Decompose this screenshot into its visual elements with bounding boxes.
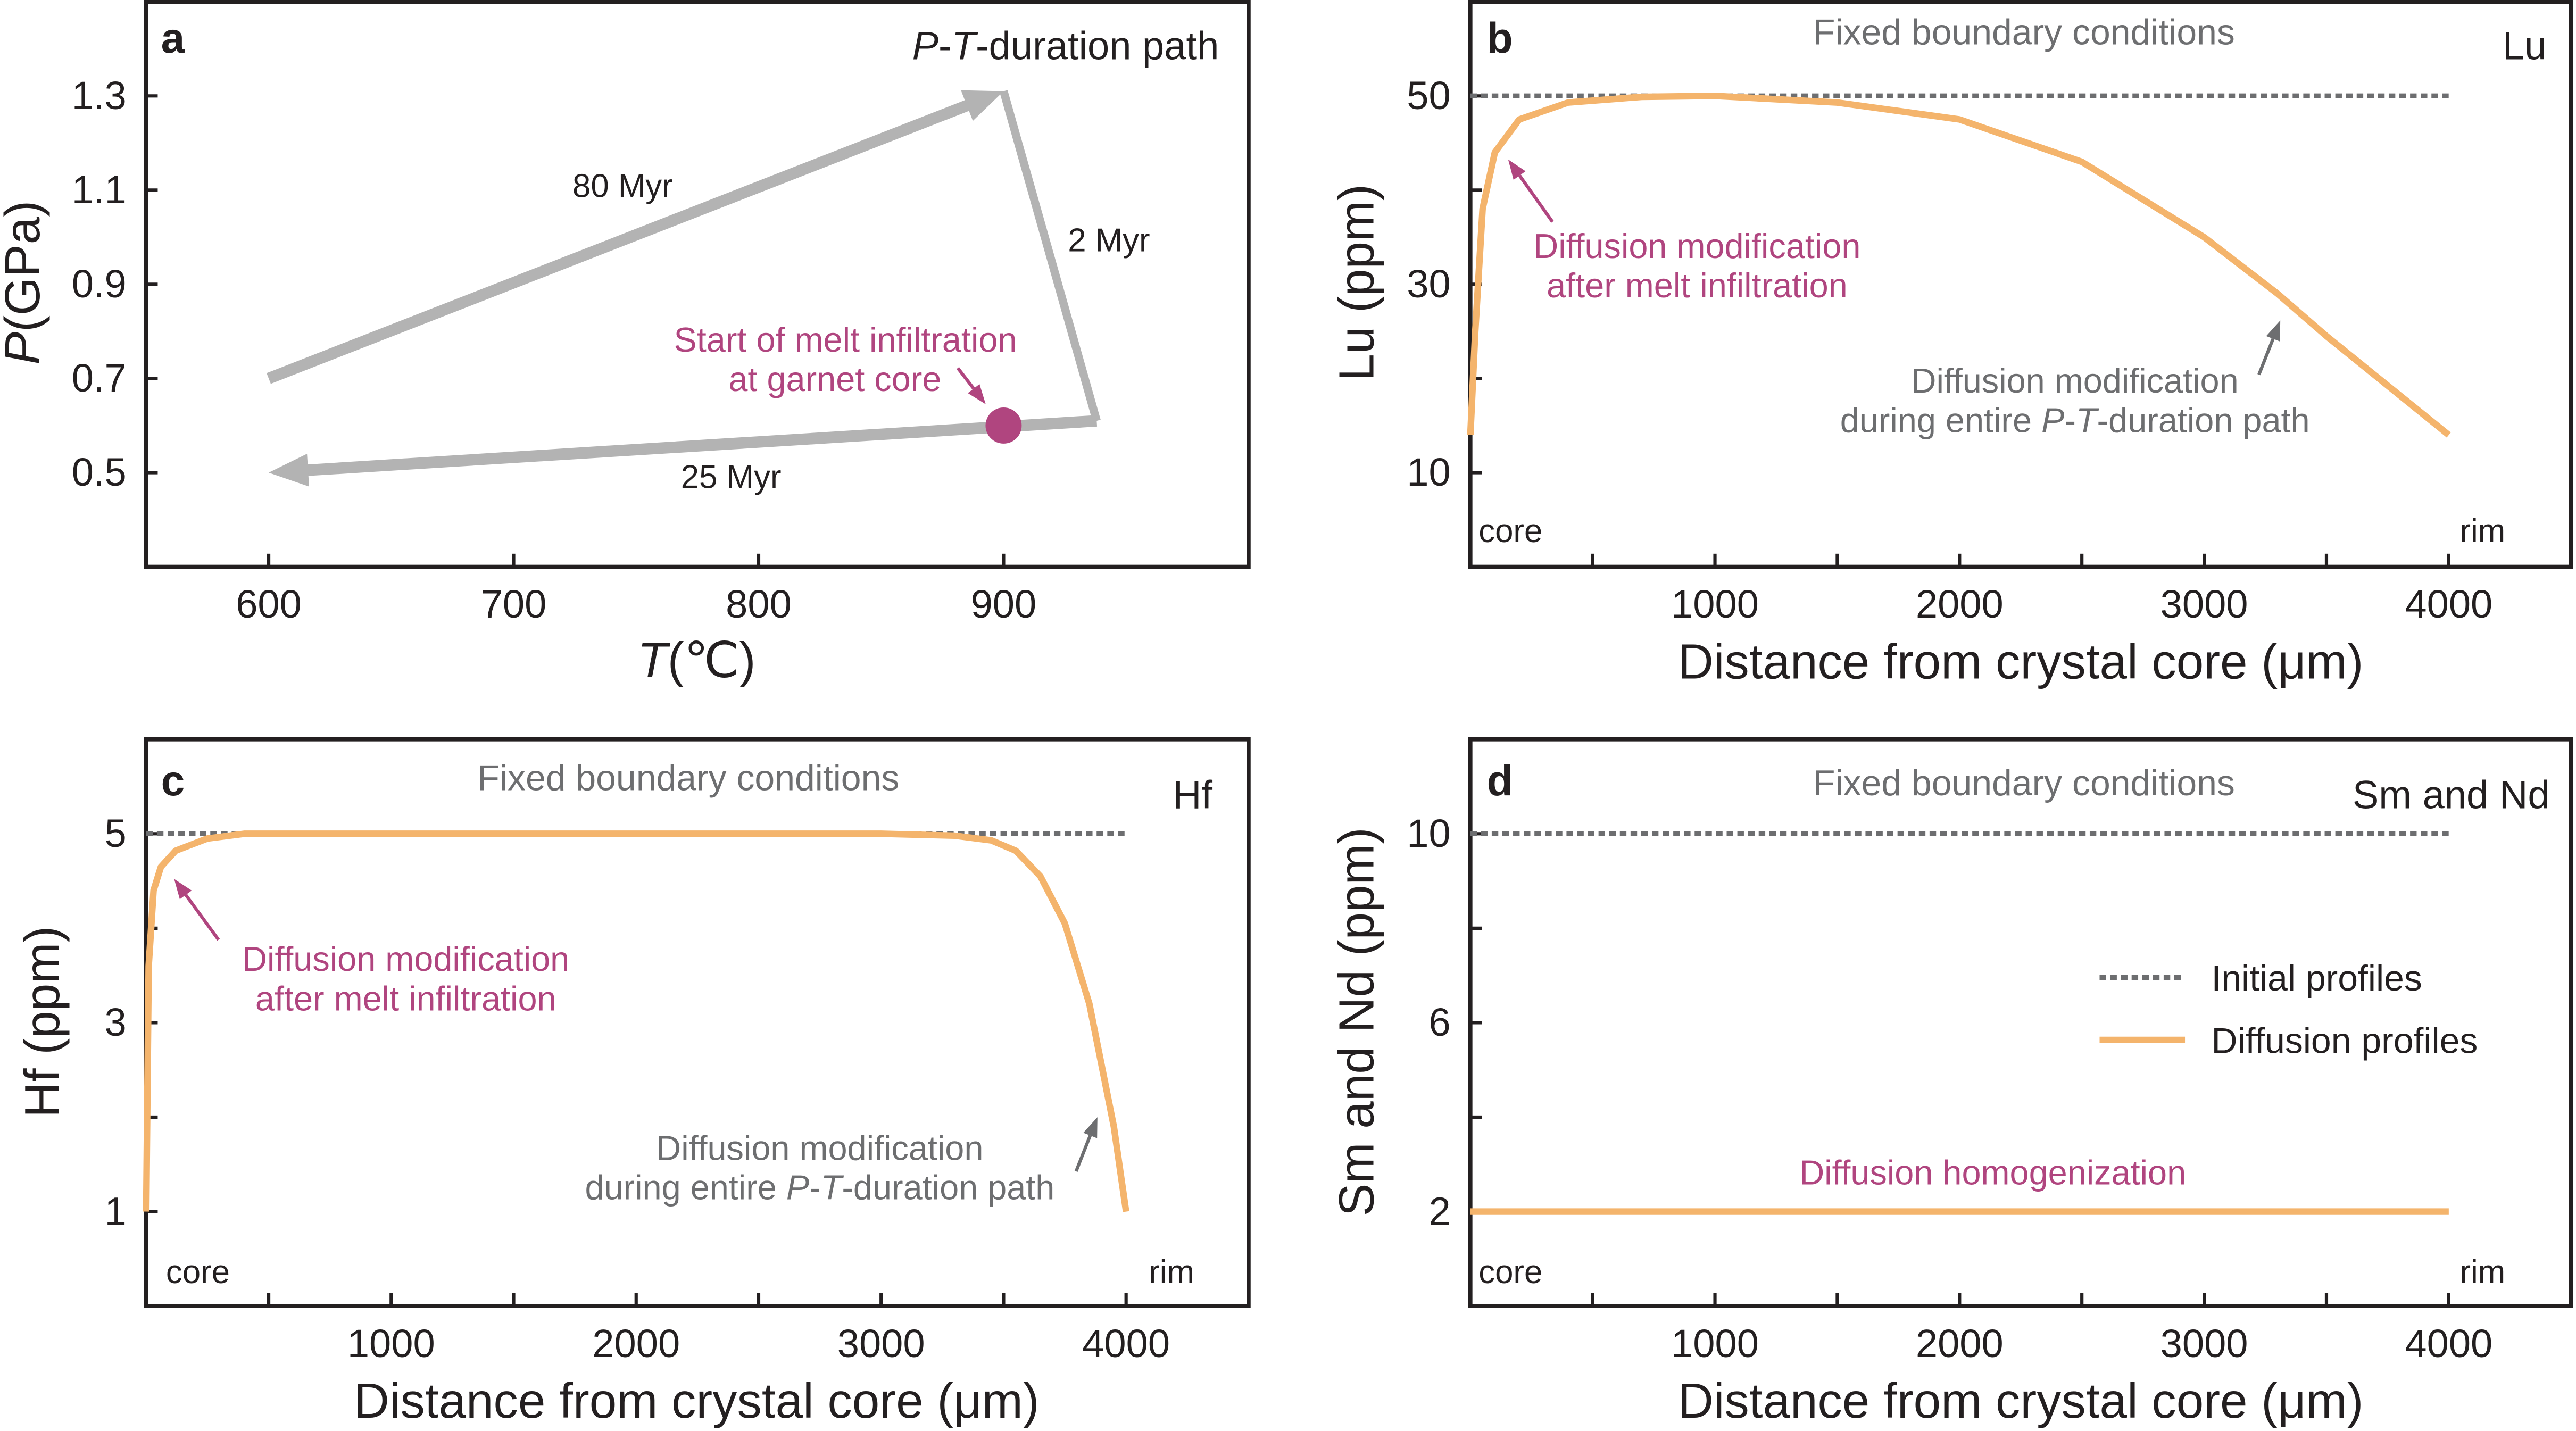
x-tick-label-c: 3000 [837,1321,925,1366]
x-tick-label-a: 900 [971,582,1037,626]
panel-b-title: Fixed boundary conditions [1813,13,2235,53]
core-label: core [166,1254,230,1291]
panel-letter-c: c [161,757,185,805]
path-annotation-arrow-head [1083,1117,1098,1138]
segment-label-80myr: 80 Myr [572,168,673,205]
x-tick-label-d: 4000 [2405,1321,2492,1366]
y-tick-label-c: 3 [105,1000,127,1044]
pt-path-segment [267,97,975,384]
melt-annotation-line2: after melt infiltration [1547,266,1848,305]
path-annotation-line1: Diffusion modification [656,1128,983,1167]
core-label: core [1478,513,1542,550]
path-annotation-line1: Diffusion modification [1912,361,2239,400]
y-tick-label-b: 50 [1407,73,1450,118]
legend-label-initial: Initial profiles [2211,959,2422,999]
x-axis-title-c: Distance from crystal core (μm) [354,1373,1040,1428]
y-axis-title-d: Sm and Nd (ppm) [1329,827,1384,1216]
x-axis-title-b: Distance from crystal core (μm) [1678,634,2364,689]
x-tick-label-d: 2000 [1916,1321,2004,1366]
path-annotation-line2: during entire P-T-duration path [1840,401,2310,439]
melt-annotation-arrow-shaft [184,894,220,941]
homogenization-annotation: Diffusion homogenization [1799,1153,2186,1192]
y-tick-label-a: 1.1 [72,168,127,212]
panel-letter-b: b [1487,14,1513,62]
x-tick-label-b: 2000 [1916,582,2004,626]
legend-label-diffusion: Diffusion profiles [2211,1021,2478,1061]
y-tick-label-b: 30 [1407,262,1450,306]
melt-infiltration-marker [985,407,1022,444]
x-tick-label-b: 3000 [2160,582,2248,626]
pt-path-arrowhead [961,90,1004,121]
x-tick-label-c: 1000 [347,1321,435,1366]
panel-b-element: Lu [2503,23,2546,68]
panel-d: d Fixed boundary conditions Sm and Nd In… [1329,757,2550,1428]
path-annotation-line2: during entire P-T-duration path [585,1168,1054,1207]
plot-frame-c [144,737,1251,1308]
melt-annotation-line1: Diffusion modification [1533,227,1860,265]
x-tick-label-c: 4000 [1082,1321,1170,1366]
y-tick-label-a: 0.5 [72,450,127,494]
y-tick-label-a: 1.3 [72,73,127,118]
y-axis-title-a: P(GPa) [0,201,50,365]
panel-d-element: Sm and Nd [2353,772,2550,817]
panel-letter-d: d [1487,757,1513,805]
x-tick-label-a: 700 [481,582,547,626]
pt-path-segment [1000,90,1101,422]
panel-a-title: P-T-duration path [912,23,1219,68]
pt-path-arrowhead [269,454,309,487]
rim-label: rim [1149,1254,1194,1291]
panel-b: b Fixed boundary conditions Lu Diffusion… [1329,13,2547,689]
chart-marks: 600 700 800 900 0.5 0.7 0.9 1.1 1.3 1000 2000 3000 4… [72,0,2573,1366]
y-tick-label-d: 6 [1428,1000,1450,1044]
y-tick-label-a: 0.7 [72,356,127,400]
melt-marker-pointer-shaft [956,367,975,390]
segment-label-2myr: 2 Myr [1068,222,1150,259]
panel-c: c Fixed boundary conditions Hf Diffusion… [14,757,1212,1428]
y-tick-label-c: 5 [105,811,127,855]
x-axis-title-a: T(℃) [637,632,755,687]
melt-annotation-arrow-head [1508,159,1526,180]
rim-label: rim [2459,513,2505,550]
y-tick-label-b: 10 [1407,450,1450,494]
x-tick-label-a: 800 [726,582,792,626]
x-tick-label-b: 4000 [2405,582,2492,626]
y-tick-label-d: 10 [1407,811,1450,855]
y-axis-title-b: Lu (ppm) [1329,184,1384,381]
diffusion-profile-line [143,830,1129,1212]
melt-annotation-arrow-shaft [1518,174,1554,223]
x-tick-label-c: 2000 [592,1321,680,1366]
y-tick-label-a: 0.9 [72,262,127,306]
panel-d-title: Fixed boundary conditions [1813,763,2235,803]
rim-label: rim [2459,1254,2505,1291]
panel-a: a P-T-duration path 80 Myr 2 Myr 25 Myr … [0,14,1219,687]
melt-annotation-line2: after melt infiltration [255,979,556,1018]
marker-label-line1: Start of melt infiltration [674,320,1017,359]
pt-path-segment [301,415,1098,477]
diffusion-profile-line [1467,93,2451,438]
segment-label-25myr: 25 Myr [681,459,782,495]
x-tick-label-b: 1000 [1671,582,1759,626]
x-tick-label-d: 3000 [2160,1321,2248,1366]
y-axis-title-c: Hf (ppm) [14,926,70,1118]
path-annotation-arrow-shaft [1074,1135,1092,1172]
melt-annotation-line1: Diffusion modification [242,939,569,978]
panel-c-element: Hf [1173,772,1213,817]
x-tick-label-d: 1000 [1671,1321,1759,1366]
core-label: core [1478,1254,1542,1291]
y-tick-label-c: 1 [105,1189,127,1233]
melt-marker-pointer-head [968,384,986,404]
y-tick-label-d: 2 [1428,1189,1450,1233]
panel-c-title: Fixed boundary conditions [477,759,899,798]
path-annotation-arrow-shaft [2257,338,2275,376]
x-tick-label-a: 600 [236,582,302,626]
marker-label-line2: at garnet core [728,360,941,398]
panel-letter-a: a [161,14,186,62]
melt-annotation-arrow-head [174,879,192,900]
path-annotation-arrow-head [2266,320,2281,342]
x-axis-title-d: Distance from crystal core (μm) [1678,1373,2364,1428]
